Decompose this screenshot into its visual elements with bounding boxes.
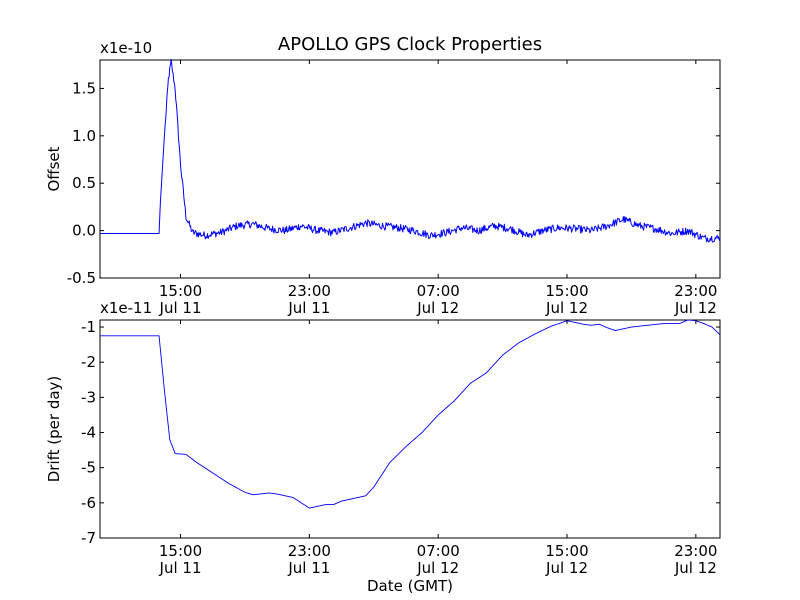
x-axis-label: Date (GMT) (367, 577, 453, 595)
y-tick-label: -6 (81, 494, 96, 512)
x-tick-time-label: 15:00 (159, 282, 202, 300)
x-tick-time-label: 23:00 (288, 542, 331, 560)
series-line-0 (100, 58, 721, 243)
x-tick-date-label: Jul 12 (674, 559, 717, 577)
y-tick-label: -5 (81, 459, 96, 477)
x-tick-date-label: Jul 12 (545, 299, 588, 317)
x-tick-time-label: 23:00 (288, 282, 331, 300)
y-tick-label: 1.5 (72, 79, 96, 97)
y-tick-label: -4 (81, 424, 96, 442)
x-tick-date-label: Jul 12 (545, 559, 588, 577)
series-line-0 (100, 319, 721, 509)
x-tick-time-label: 23:00 (674, 282, 717, 300)
plot-area (99, 59, 721, 279)
y-tick-label: -2 (81, 353, 96, 371)
y-scale-label: x1e-11 (100, 299, 152, 317)
x-tick-date-label: Jul 12 (674, 299, 717, 317)
y-tick-label: 0.0 (72, 222, 96, 240)
x-tick-time-label: 07:00 (417, 282, 460, 300)
y-tick-label: 0.5 (72, 174, 96, 192)
y-tick-label: -1 (81, 318, 96, 336)
x-tick-time-label: 15:00 (159, 542, 202, 560)
x-tick-date-label: Jul 11 (159, 559, 202, 577)
x-tick-date-label: Jul 11 (159, 299, 202, 317)
x-tick-date-label: Jul 12 (416, 299, 459, 317)
y-axis-label: Offset (45, 146, 63, 191)
y-tick-label: -7 (81, 529, 96, 547)
x-tick-time-label: 07:00 (417, 542, 460, 560)
x-tick-date-label: Jul 11 (287, 559, 330, 577)
y-tick-label: 1.0 (72, 127, 96, 145)
y-tick-label: -3 (81, 388, 96, 406)
y-tick-label: -0.5 (67, 269, 96, 287)
x-tick-time-label: 15:00 (545, 542, 588, 560)
plot-area (99, 319, 721, 539)
y-axis-label: Drift (per day) (45, 376, 63, 483)
chart-title: APOLLO GPS Clock Properties (278, 34, 542, 55)
x-tick-date-label: Jul 11 (287, 299, 330, 317)
x-tick-time-label: 23:00 (674, 542, 717, 560)
x-tick-date-label: Jul 12 (416, 559, 459, 577)
x-tick-time-label: 15:00 (545, 282, 588, 300)
y-scale-label: x1e-10 (100, 39, 152, 57)
